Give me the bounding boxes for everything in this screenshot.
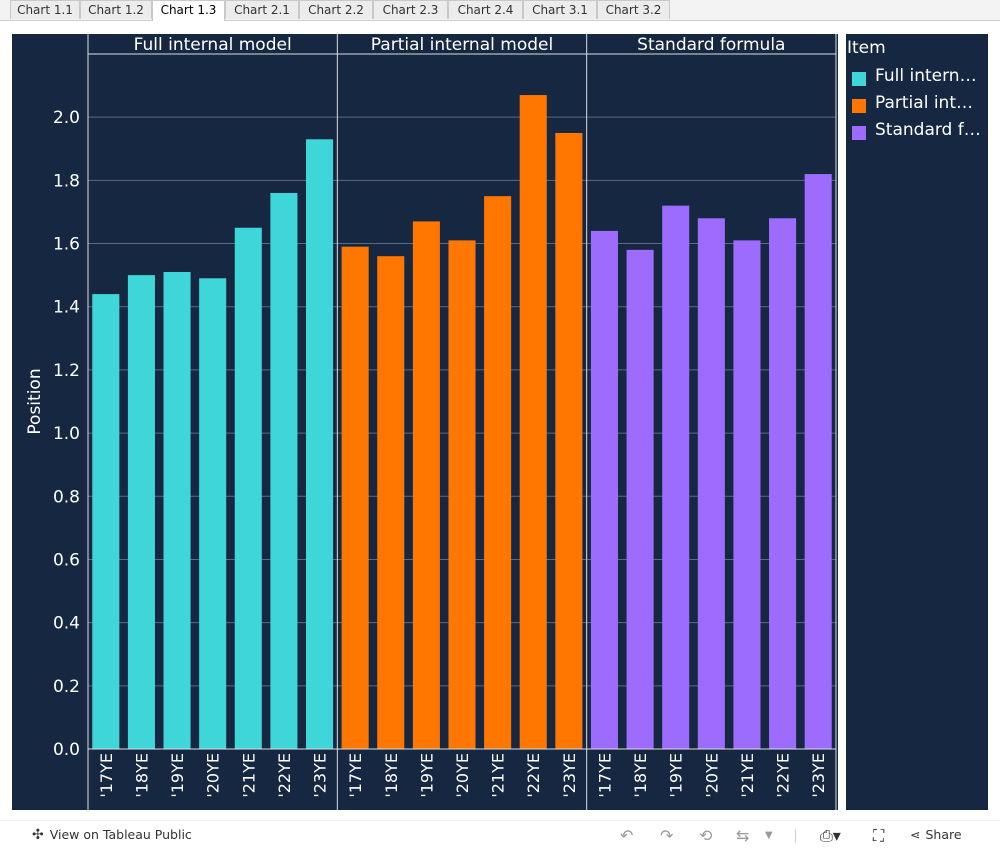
bar: [769, 218, 797, 750]
tab-chart-1-3[interactable]: Chart 1.3: [152, 0, 225, 21]
bar: [662, 205, 690, 750]
x-tick-label: '20YE: [204, 753, 223, 798]
toolbar-divider: [795, 829, 796, 843]
legend-swatch: [852, 99, 866, 113]
y-tick-label: 1.6: [53, 235, 80, 255]
refresh-icon[interactable]: ⇆: [736, 826, 750, 845]
panel-header: Standard formula: [637, 35, 785, 55]
bar: [341, 246, 369, 750]
chart-panel: 0.0 0.2 0.4 0.6 0.8 1.0 1.2 1.4 1.6 1.8 2.0 Positio…: [12, 34, 838, 810]
legend-item-full-internal-model[interactable]: Full internal model: [852, 66, 984, 88]
y-tick-label: 2.0: [53, 108, 80, 128]
bar: [626, 249, 654, 749]
y-tick-label: 0.2: [53, 677, 80, 697]
x-tick-label: '22YE: [275, 753, 294, 798]
share-icon: ⋖: [910, 827, 921, 842]
view-on-tableau-public-link[interactable]: ✣ View on Tableau Public: [32, 827, 192, 843]
y-tick-label: 0.0: [53, 740, 80, 760]
fullscreen-icon[interactable]: ⛶: [873, 826, 885, 845]
y-tick-label: 1.8: [53, 171, 80, 191]
x-tick-label: '19YE: [417, 753, 436, 798]
bar: [697, 218, 725, 750]
legend-swatch: [852, 72, 866, 86]
bar: [804, 174, 832, 749]
bar-chart: 0.0 0.2 0.4 0.6 0.8 1.0 1.2 1.4 1.6 1.8 2.0 Positio…: [25, 34, 837, 810]
tab-chart-3-1[interactable]: Chart 3.1: [523, 0, 597, 19]
legend-item-standard-formula[interactable]: Standard formula: [852, 120, 984, 142]
x-tick-label: '17YE: [97, 753, 116, 798]
y-tick-label: 1.0: [53, 424, 80, 444]
bar: [448, 240, 476, 750]
bar: [590, 230, 619, 750]
y-tick-label: 1.4: [53, 298, 80, 318]
legend-label: Full internal model: [875, 66, 982, 86]
x-tick-label: '20YE: [453, 753, 472, 798]
view-on-tableau-label: View on Tableau Public: [49, 827, 192, 842]
bar: [234, 227, 262, 749]
tableau-icon: ✣: [32, 827, 44, 843]
bar: [412, 221, 440, 749]
legend-title: Item: [847, 38, 886, 58]
x-tick-label: '18YE: [132, 753, 151, 798]
tab-chart-2-3[interactable]: Chart 2.3: [373, 0, 448, 19]
share-label: Share: [925, 827, 962, 842]
tab-chart-1-1[interactable]: Chart 1.1: [10, 0, 80, 19]
bar: [305, 139, 334, 749]
tab-chart-3-2[interactable]: Chart 3.2: [597, 0, 670, 19]
legend-label: Partial internal model: [875, 93, 982, 113]
share-button[interactable]: ⋖ Share: [910, 827, 962, 842]
x-tick-label: '18YE: [631, 753, 650, 798]
chevron-down-icon[interactable]: ▼: [765, 830, 773, 841]
bar: [127, 275, 155, 749]
x-tick-label: '17YE: [595, 753, 614, 798]
download-icon[interactable]: ⎙▾: [820, 826, 841, 845]
bar: [163, 271, 191, 749]
tab-chart-2-1[interactable]: Chart 2.1: [225, 0, 299, 19]
x-tick-label: '22YE: [524, 753, 543, 798]
y-tick-label: 0.6: [53, 550, 80, 570]
redo-icon[interactable]: ↷: [660, 826, 674, 845]
bar: [484, 196, 512, 750]
undo-icon[interactable]: ↶: [620, 826, 634, 845]
bar: [199, 278, 227, 749]
x-tick-label: '17YE: [346, 753, 365, 798]
bar: [519, 95, 547, 749]
bar: [270, 193, 298, 749]
tab-chart-1-2[interactable]: Chart 1.2: [80, 0, 152, 19]
x-tick-label: '19YE: [168, 753, 187, 798]
y-tick-label: 0.8: [53, 487, 80, 507]
tab-chart-2-2[interactable]: Chart 2.2: [299, 0, 373, 19]
y-tick-label: 1.2: [53, 361, 80, 381]
x-tick-label: '21YE: [738, 753, 757, 798]
legend: Item Full internal model Partial interna…: [846, 34, 988, 810]
panel-header: Full internal model: [134, 35, 292, 55]
bar: [733, 240, 761, 750]
tableau-toolbar: ✣ View on Tableau Public ↶ ↷ ⟲ ⇆ ▼ ⎙▾ ⛶ ⋖…: [0, 820, 1000, 851]
legend-swatch: [852, 126, 866, 140]
y-tick-label: 0.4: [53, 614, 80, 634]
bar: [555, 132, 583, 749]
panel-header: Partial internal model: [371, 35, 553, 55]
x-tick-label: '19YE: [667, 753, 686, 798]
x-tick-label: '21YE: [239, 753, 258, 798]
bar: [92, 294, 120, 749]
x-tick-label: '23YE: [311, 753, 330, 798]
x-tick-label: '21YE: [489, 753, 508, 798]
bar: [377, 256, 405, 749]
x-tick-label: '23YE: [809, 753, 828, 798]
legend-label: Standard formula: [875, 120, 982, 140]
legend-item-partial-internal-model[interactable]: Partial internal model: [852, 93, 984, 115]
revert-icon[interactable]: ⟲: [699, 826, 713, 845]
x-tick-label: '23YE: [560, 753, 579, 798]
y-axis-title: Position: [25, 368, 45, 434]
tab-chart-2-4[interactable]: Chart 2.4: [448, 0, 523, 19]
x-tick-label: '18YE: [382, 753, 401, 798]
x-tick-label: '22YE: [774, 753, 793, 798]
sheet-tab-bar: Chart 1.1 Chart 1.2 Chart 1.3 Chart 2.1 …: [0, 0, 1000, 21]
x-tick-label: '20YE: [702, 753, 721, 798]
